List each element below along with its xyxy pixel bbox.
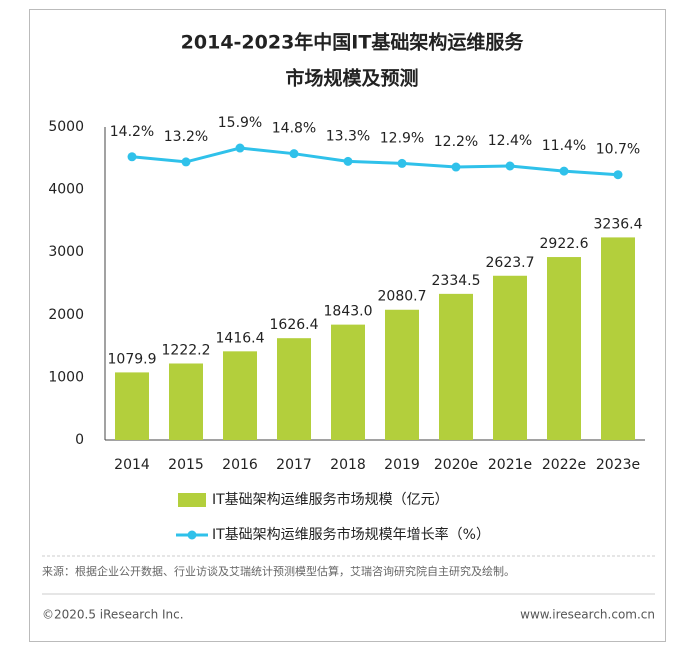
data-label: 2334.5: [432, 273, 481, 289]
data-label: 15.9%: [218, 115, 262, 131]
line-marker: [343, 156, 353, 166]
bar: [277, 338, 311, 440]
bar: [547, 257, 581, 440]
legend-label: IT基础架构运维服务市场规模（亿元）: [212, 491, 449, 508]
x-tick-label: 2014: [114, 457, 150, 473]
data-label: 1222.2: [162, 342, 211, 358]
x-tick-label: 2016: [222, 457, 258, 473]
chart-title: 市场规模及预测: [285, 67, 418, 90]
footer-right: www.iresearch.com.cn: [520, 608, 655, 622]
y-tick-label: 5000: [48, 119, 84, 135]
data-label: 14.2%: [110, 124, 154, 140]
data-label: 1416.4: [216, 330, 265, 346]
line-marker: [505, 161, 515, 171]
line-marker: [397, 158, 407, 168]
data-label: 10.7%: [596, 142, 640, 158]
y-tick-label: 4000: [48, 182, 84, 198]
bar: [223, 351, 257, 440]
x-tick-label: 2023e: [596, 457, 640, 473]
data-label: 14.8%: [272, 121, 316, 137]
data-label: 2922.6: [540, 236, 589, 252]
legend-swatch: [178, 493, 206, 507]
chart-title: 2014-2023年中国IT基础架构运维服务: [181, 31, 525, 54]
line-marker: [613, 170, 623, 180]
x-tick-label: 2015: [168, 457, 204, 473]
data-label: 2080.7: [378, 289, 427, 305]
x-tick-label: 2019: [384, 457, 420, 473]
data-label: 11.4%: [542, 138, 586, 154]
line: [131, 146, 619, 177]
x-tick-label: 2017: [276, 457, 312, 473]
x-tick-label: 2021e: [488, 457, 532, 473]
data-label: 2623.7: [486, 255, 535, 271]
data-label: 12.9%: [380, 130, 424, 146]
x-tick-label: 2022e: [542, 457, 586, 473]
data-label: 1843.0: [324, 304, 373, 320]
line-marker: [289, 149, 299, 159]
data-label: 3236.4: [594, 216, 643, 232]
y-tick-label: 0: [75, 432, 84, 448]
legend-label: IT基础架构运维服务市场规模年增长率（%）: [212, 526, 490, 543]
bar: [169, 363, 203, 440]
y-tick-label: 2000: [48, 307, 84, 323]
x-tick-label: 2018: [330, 457, 366, 473]
data-label: 13.3%: [326, 128, 370, 144]
bar: [385, 309, 419, 440]
bar: [331, 324, 365, 440]
x-tick-label: 2020e: [434, 457, 478, 473]
bar: [601, 237, 635, 440]
data-label: 12.2%: [434, 134, 478, 150]
y-tick-label: 3000: [48, 244, 84, 260]
data-label: 1626.4: [270, 317, 319, 333]
data-label: 13.2%: [164, 129, 208, 145]
line-marker: [181, 157, 191, 167]
line-marker: [451, 162, 461, 172]
bar: [115, 372, 149, 440]
source-note: 来源：根据企业公开数据、行业访谈及艾瑞统计预测模型估算，艾瑞咨询研究院自主研究及…: [42, 564, 515, 578]
footer-left: ©2020.5 iResearch Inc.: [42, 608, 184, 622]
legend-swatch: [187, 530, 197, 540]
line-marker: [559, 166, 569, 176]
y-tick-label: 1000: [48, 369, 84, 385]
data-label: 1079.9: [108, 351, 157, 367]
line-marker: [127, 152, 137, 162]
bar: [493, 275, 527, 440]
bar: [439, 293, 473, 440]
data-label: 12.4%: [488, 133, 532, 149]
line-marker: [235, 143, 245, 153]
